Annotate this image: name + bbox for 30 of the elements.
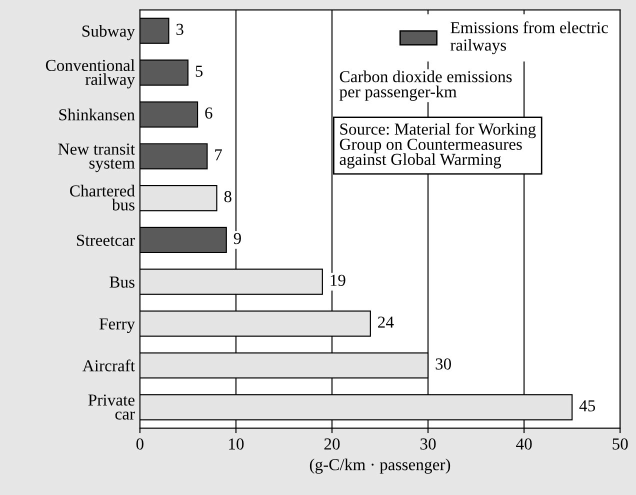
- y-tick-label: Ferry: [99, 318, 135, 333]
- y-tick-label: Shinkansen: [59, 108, 135, 120]
- data-label: 9: [234, 232, 241, 244]
- x-tick-label: 30: [420, 438, 436, 450]
- x-tick-label: 20: [324, 438, 340, 450]
- x-axis-title: (g-C/km · passenger): [310, 458, 450, 474]
- x-tick-label: 0: [136, 438, 144, 450]
- y-tick-label: Chartered bus: [70, 184, 135, 210]
- data-label: 19: [330, 274, 346, 286]
- data-label: 24: [378, 316, 394, 328]
- annotation: Source: Material for Working Group on Countermeasures against Global Warming: [340, 122, 536, 168]
- data-label: 45: [579, 400, 596, 412]
- data-label: 7: [215, 149, 222, 160]
- y-tick-label: Aircraft: [82, 359, 135, 372]
- data-label: 5: [196, 66, 203, 77]
- x-tick-label: 50: [612, 438, 628, 450]
- legend-label: Emissions from electric railways: [450, 21, 608, 54]
- y-tick-label: Conventional railway: [46, 59, 135, 88]
- data-label: 3: [176, 24, 184, 35]
- y-tick-label: Private car: [88, 394, 135, 420]
- annotation: Carbon dioxide emissions per passenger-km: [339, 70, 512, 101]
- data-label: 8: [224, 191, 232, 202]
- x-tick-label: 10: [229, 438, 244, 450]
- y-tick-label: Streetcar: [76, 234, 135, 246]
- data-label: 6: [205, 107, 212, 119]
- y-tick-label: Bus: [110, 276, 134, 288]
- y-tick-label: Subway: [82, 25, 135, 40]
- y-tick-label: New transit system: [58, 144, 135, 172]
- x-tick-label: 40: [516, 438, 532, 450]
- data-label: 30: [436, 358, 452, 370]
